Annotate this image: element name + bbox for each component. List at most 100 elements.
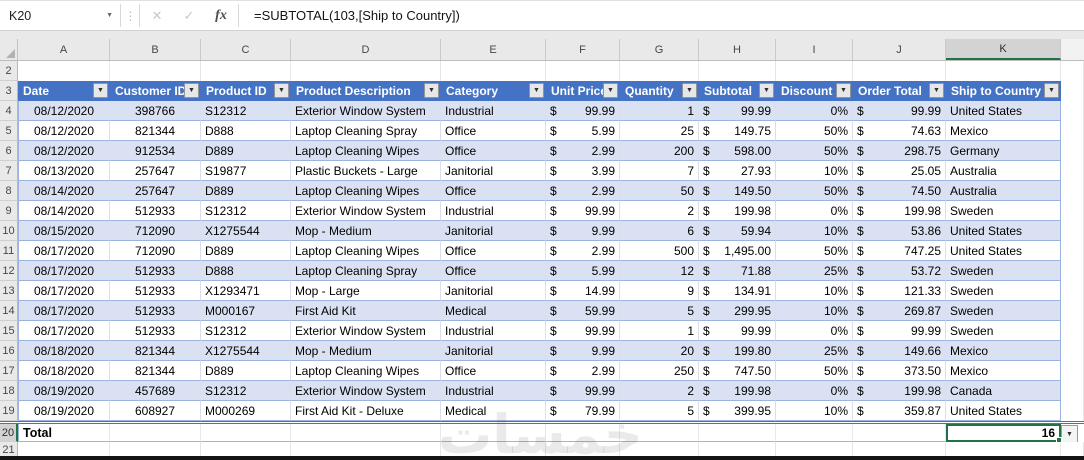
table-row[interactable]: 12	[620, 261, 699, 281]
cell[interactable]	[853, 61, 946, 81]
table-row[interactable]: $59.99	[546, 301, 620, 321]
cell[interactable]	[776, 442, 853, 457]
table-row[interactable]: Janitorial	[441, 161, 546, 181]
cell[interactable]	[291, 442, 441, 457]
table-row[interactable]: Office	[441, 261, 546, 281]
cell[interactable]	[1061, 201, 1084, 221]
select-all-corner[interactable]	[0, 39, 18, 60]
cell[interactable]	[291, 424, 441, 442]
table-row[interactable]: 500	[620, 241, 699, 261]
table-row[interactable]: $9.99	[546, 341, 620, 361]
cell[interactable]	[291, 61, 441, 81]
table-row[interactable]: 0%	[776, 101, 853, 121]
cell[interactable]	[546, 424, 620, 442]
table-header-ship-to-country[interactable]: Ship to Country ▼	[946, 81, 1061, 101]
table-row[interactable]: 08/12/2020	[18, 101, 110, 121]
table-row[interactable]: Industrial	[441, 201, 546, 221]
table-row[interactable]: $99.99	[546, 321, 620, 341]
table-row[interactable]: 50%	[776, 181, 853, 201]
table-row[interactable]: 712090	[110, 221, 201, 241]
table-row[interactable]: $598.00	[699, 141, 776, 161]
table-row[interactable]: $1,495.00	[699, 241, 776, 261]
table-row[interactable]: Industrial	[441, 101, 546, 121]
table-row[interactable]: Office	[441, 361, 546, 381]
table-row[interactable]: S12312	[201, 101, 291, 121]
table-row[interactable]: 512933	[110, 201, 201, 221]
table-row[interactable]: Mop - Medium	[291, 341, 441, 361]
table-row[interactable]: $5.99	[546, 261, 620, 281]
column-header-E[interactable]: E	[441, 39, 546, 60]
column-header-K[interactable]: K	[946, 39, 1061, 60]
table-row[interactable]: 25%	[776, 261, 853, 281]
filter-icon[interactable]: ▼	[529, 83, 544, 98]
cell[interactable]	[620, 424, 699, 442]
table-row[interactable]: Mexico	[946, 341, 1061, 361]
table-row[interactable]: 257647	[110, 161, 201, 181]
table-row[interactable]: S12312	[201, 201, 291, 221]
table-row[interactable]: Laptop Cleaning Wipes	[291, 141, 441, 161]
table-row[interactable]: 08/13/2020	[18, 161, 110, 181]
cancel-icon[interactable]: ✕	[151, 7, 163, 23]
row-header-18[interactable]: 18	[0, 381, 18, 401]
table-row[interactable]: D888	[201, 121, 291, 141]
table-row[interactable]: D889	[201, 141, 291, 161]
table-row[interactable]: Medical	[441, 401, 546, 421]
table-row[interactable]: Australia	[946, 161, 1061, 181]
table-row[interactable]: Janitorial	[441, 221, 546, 241]
table-row[interactable]: 512933	[110, 321, 201, 341]
table-row[interactable]: Industrial	[441, 381, 546, 401]
column-header-D[interactable]: D	[291, 39, 441, 60]
table-row[interactable]: First Aid Kit - Deluxe	[291, 401, 441, 421]
filter-icon[interactable]: ▼	[603, 83, 618, 98]
cell[interactable]	[853, 424, 946, 442]
cell[interactable]	[1061, 401, 1084, 421]
table-row[interactable]: Janitorial	[441, 341, 546, 361]
table-row[interactable]: Laptop Cleaning Spray	[291, 121, 441, 141]
namebox-dropdown-icon[interactable]: ▼	[106, 12, 113, 19]
column-header-A[interactable]: A	[18, 39, 110, 60]
table-header-unit-price[interactable]: Unit Price ▼	[546, 81, 620, 101]
table-row[interactable]: 1	[620, 101, 699, 121]
row-header-16[interactable]: 16	[0, 341, 18, 361]
table-header-order-total[interactable]: Order Total ▼	[853, 81, 946, 101]
cell[interactable]	[946, 61, 1061, 81]
table-row[interactable]: X1275544	[201, 341, 291, 361]
filter-icon[interactable]: ▼	[1044, 83, 1059, 98]
cell[interactable]	[1061, 141, 1084, 161]
name-box[interactable]: K20 ▼	[0, 1, 120, 30]
table-row[interactable]: United States	[946, 221, 1061, 241]
cell[interactable]	[1061, 161, 1084, 181]
table-row[interactable]: Germany	[946, 141, 1061, 161]
table-row[interactable]: $199.80	[699, 341, 776, 361]
table-row[interactable]: $298.75	[853, 141, 946, 161]
row-header-6[interactable]: 6	[0, 141, 18, 161]
table-row[interactable]: $269.87	[853, 301, 946, 321]
total-row-dropdown-icon[interactable]: ▼	[1061, 425, 1078, 443]
cell[interactable]	[1061, 181, 1084, 201]
table-row[interactable]: 08/18/2020	[18, 341, 110, 361]
table-row[interactable]: Australia	[946, 181, 1061, 201]
table-row[interactable]: 08/17/2020	[18, 301, 110, 321]
table-header-category[interactable]: Category ▼	[441, 81, 546, 101]
row-header-20[interactable]: 20	[0, 424, 18, 442]
cell[interactable]	[946, 442, 1061, 457]
table-row[interactable]: 6	[620, 221, 699, 241]
cell[interactable]	[776, 61, 853, 81]
filter-icon[interactable]: ▼	[682, 83, 697, 98]
table-row[interactable]: 1	[620, 321, 699, 341]
table-row[interactable]: $59.94	[699, 221, 776, 241]
cell[interactable]	[110, 61, 201, 81]
table-row[interactable]: 821344	[110, 121, 201, 141]
table-row[interactable]: $747.25	[853, 241, 946, 261]
table-row[interactable]: 712090	[110, 241, 201, 261]
filter-icon[interactable]: ▼	[836, 83, 851, 98]
table-row[interactable]: 512933	[110, 301, 201, 321]
cell[interactable]	[441, 442, 546, 457]
table-row[interactable]: D889	[201, 181, 291, 201]
table-row[interactable]: 50%	[776, 241, 853, 261]
table-row[interactable]: Mexico	[946, 121, 1061, 141]
table-row[interactable]: 10%	[776, 221, 853, 241]
table-row[interactable]: Mop - Medium	[291, 221, 441, 241]
table-row[interactable]: Sweden	[946, 201, 1061, 221]
table-row[interactable]: $71.88	[699, 261, 776, 281]
